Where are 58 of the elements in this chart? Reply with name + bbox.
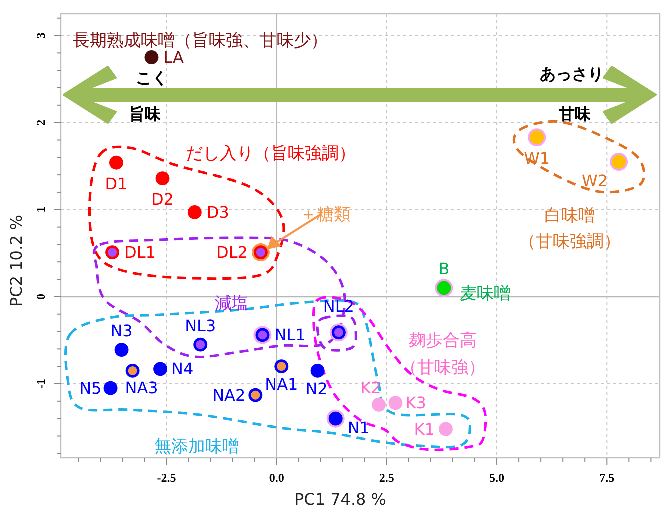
point xyxy=(114,343,129,358)
annotation: こく xyxy=(136,68,168,88)
annotation: DL2 xyxy=(216,243,248,262)
annotation: B xyxy=(438,260,450,279)
annotation: 長期熟成味噌（旨味強、甘味少） xyxy=(73,31,328,51)
annotation: N3 xyxy=(110,322,133,341)
annotation: K1 xyxy=(414,420,435,439)
annotation: NL2 xyxy=(323,297,354,316)
point xyxy=(154,362,168,376)
annotation: 減塩 xyxy=(215,294,249,314)
annotation: 甘味 xyxy=(558,104,592,124)
point xyxy=(104,381,118,396)
annotation: LA xyxy=(164,48,184,68)
point xyxy=(110,156,124,170)
y-tick-label: 0 xyxy=(34,294,48,300)
annotation: NL3 xyxy=(185,316,216,336)
annotation: N2 xyxy=(306,379,328,398)
x-tick-label: 0.0 xyxy=(269,471,284,485)
point xyxy=(144,50,159,64)
x-tick-label: 2.5 xyxy=(379,471,394,485)
x-tick-label: 7.5 xyxy=(600,471,615,485)
point xyxy=(188,206,202,220)
annotation: N5 xyxy=(80,378,102,398)
annotation: D2 xyxy=(151,190,174,210)
annotation: NA1 xyxy=(265,375,298,394)
annotation: 麹歩合高 xyxy=(409,331,477,351)
y-tick-label: -1 xyxy=(34,379,48,389)
annotation: 麦味噌 xyxy=(460,284,511,304)
annotation: 白味噌 xyxy=(544,206,596,226)
annotation: K3 xyxy=(406,394,426,413)
annotation: D3 xyxy=(206,202,230,222)
annotation: D1 xyxy=(105,174,128,194)
x-tick-label: -2.5 xyxy=(157,471,176,485)
annotation: あっさり xyxy=(540,64,604,84)
point xyxy=(310,364,325,378)
point xyxy=(156,172,170,186)
x-axis-title: PC1 74.8 % xyxy=(294,490,386,509)
annotation: 無添加味噌 xyxy=(154,437,240,457)
x-tick-label: 5.0 xyxy=(490,471,505,485)
annotation: NA3 xyxy=(125,378,158,398)
annotation: N4 xyxy=(172,360,194,379)
point xyxy=(388,396,403,410)
annotation: （甘味強調） xyxy=(519,232,621,252)
y-tick-label: 3 xyxy=(34,32,48,39)
annotation: W2 xyxy=(582,172,608,190)
annotation: NA2 xyxy=(212,386,246,405)
annotation: NL1 xyxy=(274,326,306,345)
point xyxy=(438,422,453,436)
y-tick-label: 1 xyxy=(34,206,48,213)
annotation: 旨味 xyxy=(129,104,162,124)
annotation: DL1 xyxy=(124,243,156,262)
annotation: だし入り（旨味強調） xyxy=(186,144,356,164)
annotation: K2 xyxy=(360,378,382,398)
point xyxy=(372,398,386,412)
annotation: N1 xyxy=(348,418,370,438)
y-axis-title: PC2 10.2 % xyxy=(7,215,26,307)
annotation: （甘味強） xyxy=(400,358,486,378)
y-tick-label: 2 xyxy=(34,120,48,126)
